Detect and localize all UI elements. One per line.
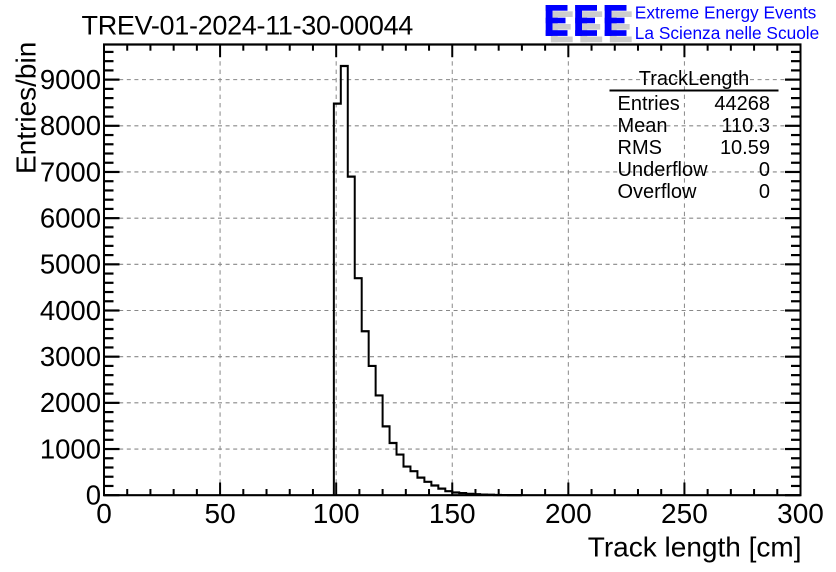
svg-text:Track length [cm]: Track length [cm] <box>588 531 802 562</box>
svg-text:2000: 2000 <box>40 387 101 418</box>
svg-text:RMS: RMS <box>618 137 662 159</box>
svg-text:44268: 44268 <box>714 93 770 115</box>
svg-text:9000: 9000 <box>40 64 101 95</box>
svg-text:3000: 3000 <box>40 341 101 372</box>
svg-text:Entries: Entries <box>618 93 680 115</box>
svg-text:10.59: 10.59 <box>720 137 770 159</box>
svg-text:La Scienza nelle Scuole: La Scienza nelle Scuole <box>635 23 819 43</box>
svg-text:8000: 8000 <box>40 110 101 141</box>
svg-text:100: 100 <box>313 498 360 529</box>
svg-text:TREV-01-2024-11-30-00044: TREV-01-2024-11-30-00044 <box>82 11 414 41</box>
svg-text:50: 50 <box>205 498 236 529</box>
svg-text:Underflow: Underflow <box>618 159 709 181</box>
svg-text:TrackLength: TrackLength <box>639 68 749 90</box>
svg-text:0: 0 <box>96 498 112 529</box>
svg-text:1000: 1000 <box>40 433 101 464</box>
svg-text:250: 250 <box>661 498 708 529</box>
svg-text:0: 0 <box>759 159 770 181</box>
svg-text:4000: 4000 <box>40 295 101 326</box>
svg-text:Entries/bin: Entries/bin <box>11 42 42 174</box>
svg-text:0: 0 <box>759 181 770 203</box>
svg-text:Overflow: Overflow <box>618 181 697 203</box>
svg-text:300: 300 <box>777 498 824 529</box>
svg-text:150: 150 <box>429 498 476 529</box>
svg-text:Mean: Mean <box>618 115 668 137</box>
svg-text:6000: 6000 <box>40 203 101 234</box>
svg-text:200: 200 <box>545 498 592 529</box>
svg-text:7000: 7000 <box>40 156 101 187</box>
svg-text:5000: 5000 <box>40 249 101 280</box>
svg-text:110.3: 110.3 <box>721 115 770 137</box>
svg-text:0: 0 <box>86 480 101 511</box>
svg-text:Extreme Energy Events: Extreme Energy Events <box>635 3 817 23</box>
